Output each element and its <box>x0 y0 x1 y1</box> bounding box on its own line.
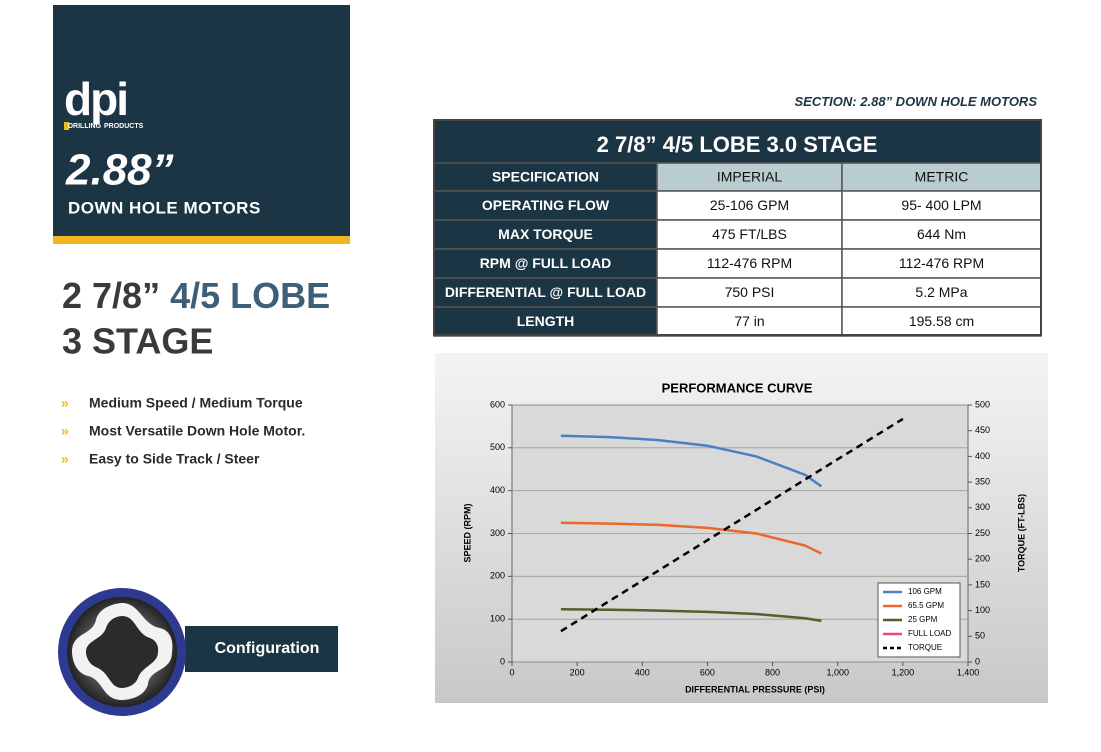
table-value: 112-476 RPM <box>707 255 792 271</box>
section-text: 2.88” DOWN HOLE MOTORS <box>859 94 1037 109</box>
y-tick-label: 200 <box>490 571 505 581</box>
y2-tick-label: 250 <box>975 528 990 538</box>
x-tick-label: 1,200 <box>892 667 915 677</box>
table-value: 25-106 GPM <box>710 197 789 213</box>
legend-label: TORQUE <box>908 643 942 652</box>
bullet: Easy to Side Track / Steer <box>89 451 260 467</box>
y2-tick-label: 200 <box>975 554 990 564</box>
table-value: 112-476 RPM <box>899 255 984 271</box>
banner <box>53 5 350 236</box>
table-value: 195.58 cm <box>909 313 974 329</box>
table-header: METRIC <box>915 169 969 185</box>
banner-size: 2.88” <box>65 146 174 195</box>
x-tick-label: 600 <box>700 667 715 677</box>
document: » Medium Speed / Medium Torque » Most Versa… <box>61 119 1042 467</box>
section-label: SECTION: <box>795 94 857 109</box>
table-value: RPM @ FULL LOAD <box>480 255 612 271</box>
table-title-bg <box>434 120 1041 163</box>
y2-tick-label: 100 <box>975 605 990 615</box>
table-value: 5.2 MPa <box>915 284 967 300</box>
y2-tick-label: 0 <box>975 656 980 666</box>
product-title: 2 7/8” 4/5 LOBE <box>62 275 330 316</box>
y2-tick-label: 500 <box>975 399 990 409</box>
y2-axis-label: TORQUE (FT-LBS) <box>1016 494 1026 572</box>
y2-tick-label: 150 <box>975 579 990 589</box>
table-value: LENGTH <box>517 313 575 329</box>
table-value: 475 FT/LBS <box>712 226 787 242</box>
table-value: OPERATING FLOW <box>482 197 610 213</box>
legend-label: 65.5 GPM <box>908 601 944 610</box>
banner-stripe <box>53 236 350 244</box>
logo-right: PRODUCTS <box>104 123 144 130</box>
series-line <box>560 608 822 623</box>
table-cell <box>656 162 843 192</box>
y-tick-label: 600 <box>490 399 505 409</box>
y-tick-label: 100 <box>490 614 505 624</box>
y-tick-label: 500 <box>490 442 505 452</box>
bullet: Most Versatile Down Hole Motor. <box>89 423 305 439</box>
y2-tick-label: 50 <box>975 631 985 641</box>
table-value: DIFFERENTIAL @ FULL LOAD <box>445 284 646 300</box>
logo-left: DRILLING <box>68 123 102 130</box>
logo-mark: dpi <box>64 73 127 125</box>
table-value: 750 PSI <box>725 284 775 300</box>
table-header: SPECIFICATION <box>492 169 599 185</box>
y-tick-label: 0 <box>500 656 505 666</box>
x-tick-label: 400 <box>635 667 650 677</box>
legend-label: 106 GPM <box>908 587 942 596</box>
table-border <box>433 119 1042 336</box>
series-line <box>560 417 904 633</box>
series-line <box>560 434 823 488</box>
table-value: 644 Nm <box>917 226 966 242</box>
title-part: 2 7/8” <box>62 275 160 316</box>
table-title: 2 7/8” 4/5 LOBE 3.0 STAGE <box>597 132 878 157</box>
chart-title: PERFORMANCE CURVE <box>662 380 813 395</box>
table-cell <box>841 190 1042 221</box>
bullet-icon: » <box>61 395 69 411</box>
legend-label: 25 GPM <box>908 615 938 624</box>
y2-tick-label: 350 <box>975 476 990 486</box>
table-cell <box>433 277 658 308</box>
config-label: Configuration <box>215 640 320 657</box>
table-value: 77 in <box>734 313 764 329</box>
section-heading: SECTION: 2.88” DOWN HOLE MOTORS <box>795 94 1038 109</box>
bullet-icon: » <box>61 423 69 439</box>
x-tick-label: 1,000 <box>826 667 849 677</box>
table-cell <box>656 248 843 279</box>
table-cell <box>841 277 1042 308</box>
table-header: IMPERIAL <box>717 169 783 185</box>
y2-tick-label: 300 <box>975 502 990 512</box>
logo-accent <box>64 122 69 130</box>
series-line <box>560 521 822 555</box>
table-value: 95- 400 LPM <box>901 197 981 213</box>
x-axis-label: DIFFERENTIAL PRESSURE (PSI) <box>685 684 825 694</box>
y2-tick-label: 450 <box>975 425 990 435</box>
x-tick-label: 0 <box>509 667 514 677</box>
legend-label: FULL LOAD <box>908 629 951 638</box>
y2-tick-label: 400 <box>975 451 990 461</box>
x-tick-label: 1,400 <box>957 667 980 677</box>
title-part: 3 STAGE <box>62 321 213 362</box>
title-part: 4/5 LOBE <box>170 275 330 316</box>
x-tick-label: 800 <box>765 667 780 677</box>
config-rotor <box>86 616 159 688</box>
y-tick-label: 400 <box>490 485 505 495</box>
config-box <box>185 626 338 672</box>
bullet: Medium Speed / Medium Torque <box>89 395 303 411</box>
y-tick-label: 300 <box>490 528 505 538</box>
chart: PERFORMANCE CURVE DIFFERENTIAL PRESSURE (… <box>462 380 1026 694</box>
banner-subtitle: DOWN HOLE MOTORS <box>68 198 261 217</box>
x-tick-label: 200 <box>570 667 585 677</box>
bullet-icon: » <box>61 451 69 467</box>
y-axis-label: SPEED (RPM) <box>462 503 472 562</box>
table-cell <box>841 162 1042 192</box>
table-value: MAX TORQUE <box>498 226 593 242</box>
